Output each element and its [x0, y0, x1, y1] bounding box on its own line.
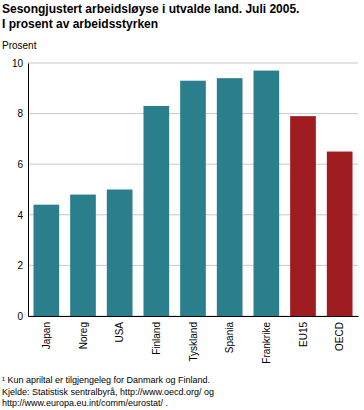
x-tick-label: OECD [334, 322, 345, 351]
x-tick-label: Spania [224, 322, 235, 354]
x-tick: USA [114, 316, 125, 343]
y-axis-line [28, 64, 29, 317]
y-tick: 10 [12, 58, 28, 69]
y-label: Prosent [2, 40, 37, 51]
y-tick: 8 [17, 108, 28, 119]
bar [327, 152, 353, 316]
y-tick: 2 [17, 260, 28, 271]
y-tick: 4 [17, 210, 28, 221]
bar [254, 71, 280, 316]
bar [107, 190, 133, 317]
bar [70, 195, 96, 316]
grid [28, 63, 358, 316]
bar [34, 205, 60, 316]
plot: 0 2 4 6 8 10 Japan Noreg USA Finland Tyskland Spani… [12, 58, 359, 364]
grid-line [28, 63, 358, 64]
y-tick-label: 2 [17, 260, 23, 271]
title: Sesongjustert arbeidsløyse i utvalde lan… [2, 2, 299, 16]
chart: Sesongjustert arbeidsløyse i utvalde lan… [0, 0, 364, 410]
footnote: Kjelde: Statistisk sentralbyrå, http://w… [2, 387, 214, 397]
y-tick: 6 [17, 159, 28, 170]
y-tick-label: 0 [17, 311, 23, 322]
subtitle: I prosent av arbeidsstyrken [2, 17, 158, 31]
x-tick-label: Finland [151, 322, 162, 355]
x-tick-label: Frankrike [261, 322, 272, 364]
y-tick: 0 [17, 311, 28, 322]
x-tick: Tyskland [188, 316, 199, 361]
x-tick-label: EU15 [298, 322, 309, 347]
y-tick-label: 8 [17, 108, 23, 119]
x-tick: OECD [334, 316, 345, 351]
bar [180, 81, 206, 316]
footnote: ¹ Kun apriltal er tilgjengeleg for Danma… [2, 375, 210, 385]
x-tick-label: Tyskland [188, 322, 199, 361]
x-tick: Frankrike [261, 316, 272, 364]
bars [34, 71, 353, 316]
x-tick-label: Noreg [78, 322, 89, 349]
x-axis: Japan Noreg USA Finland Tyskland Spania Frankr… [29, 316, 359, 364]
x-tick-label: Japan [41, 322, 52, 349]
bar [144, 106, 170, 316]
x-tick: Finland [151, 316, 162, 355]
y-tick-label: 6 [17, 159, 23, 170]
x-tick: Japan [41, 316, 52, 349]
y-tick-label: 4 [17, 210, 23, 221]
bar [290, 116, 316, 316]
x-tick: EU15 [298, 316, 309, 347]
bar [217, 78, 243, 316]
footnote: http://www.europa.eu.int/comm/eurostat/ … [2, 398, 168, 408]
y-axis: 0 2 4 6 8 10 [12, 58, 29, 322]
x-axis-line [29, 316, 359, 317]
y-tick-label: 10 [12, 58, 24, 69]
x-tick: Noreg [78, 316, 89, 349]
x-tick: Spania [224, 316, 235, 353]
x-tick-label: USA [114, 322, 125, 343]
